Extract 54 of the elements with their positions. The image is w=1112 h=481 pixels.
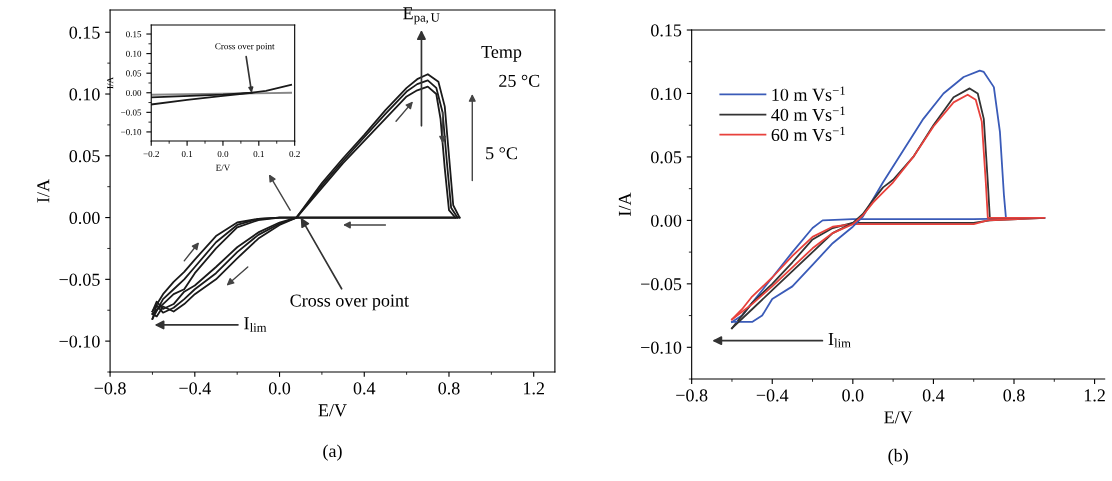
y-tick-label: 0.15 (126, 31, 142, 38)
x-tick-label: −0.8 (94, 382, 126, 395)
y-tick-label: 0.15 (69, 26, 100, 39)
x-tick-label: 0.1 (181, 150, 193, 158)
x-tick-label: −0.2 (143, 150, 159, 158)
y-axis-title: I/A (107, 77, 114, 89)
x-tick-label: 0.0 (268, 382, 291, 395)
y-tick-label: 0.10 (651, 87, 682, 100)
text: (b) (888, 448, 908, 466)
x-tick-label: 0.0 (842, 389, 864, 402)
y-axis-title: I/A (37, 179, 50, 203)
y-tick-label: −0.10 (641, 341, 682, 354)
x-tick-label: −0.4 (756, 389, 789, 402)
y-tick-label: −0.10 (59, 335, 100, 348)
legend-label: 40 m Vs$^{−1}$ (771, 106, 845, 122)
y-tick-label: 0.05 (126, 70, 142, 77)
x-axis-title: E/V (318, 404, 347, 417)
annotation: 5 °C (486, 147, 517, 160)
x-tick-label: 1.2 (524, 382, 544, 395)
y-tick-label: 0.05 (651, 151, 682, 164)
annotation: E$_{pa,U}$ (403, 7, 440, 25)
x-tick-label: −0.4 (179, 382, 211, 395)
annotation: 25 °C (499, 74, 540, 87)
y-tick-label: 0.00 (126, 89, 142, 97)
x-tick-label: −0.8 (676, 389, 708, 402)
y-tick-label: −0.05 (59, 273, 100, 286)
y-tick-label: −0.05 (121, 109, 142, 116)
annotation: I$_{lim}$ (244, 317, 267, 332)
x-tick-label: 0.8 (1003, 389, 1025, 402)
legend-label: 10 m Vs$^{−1}$ (772, 86, 845, 101)
x-axis-title: E/V (215, 164, 231, 171)
text: (a) (323, 444, 342, 461)
annotation: Temp (481, 45, 522, 62)
x-axis-title: E/V (884, 411, 913, 424)
legend-label: 60 m Vs$^{−1}$ (771, 126, 845, 142)
x-tick-label: 0.0 (217, 150, 229, 158)
x-tick-label: 0.4 (922, 389, 945, 402)
annotation: I$_{lim}$ (828, 333, 851, 348)
x-tick-label: 0.2 (289, 150, 300, 158)
y-tick-label: 0.00 (651, 214, 682, 227)
x-tick-label: 1.2 (1084, 389, 1105, 402)
y-axis-title: I/A (618, 192, 631, 216)
annotation: Cross over point (215, 43, 275, 52)
x-tick-label: 0.8 (438, 382, 460, 395)
y-tick-label: 0.10 (126, 50, 142, 57)
annotation: Cross over point (290, 294, 409, 311)
y-tick-label: −0.05 (641, 278, 682, 291)
y-tick-label: −0.10 (121, 129, 142, 136)
y-tick-label: 0.10 (69, 88, 100, 101)
y-tick-label: 0.00 (69, 211, 100, 225)
x-tick-label: 0.4 (353, 382, 376, 395)
x-tick-label: 0.1 (253, 150, 264, 158)
y-tick-label: 0.05 (69, 150, 100, 163)
y-tick-label: 0.15 (651, 24, 682, 37)
